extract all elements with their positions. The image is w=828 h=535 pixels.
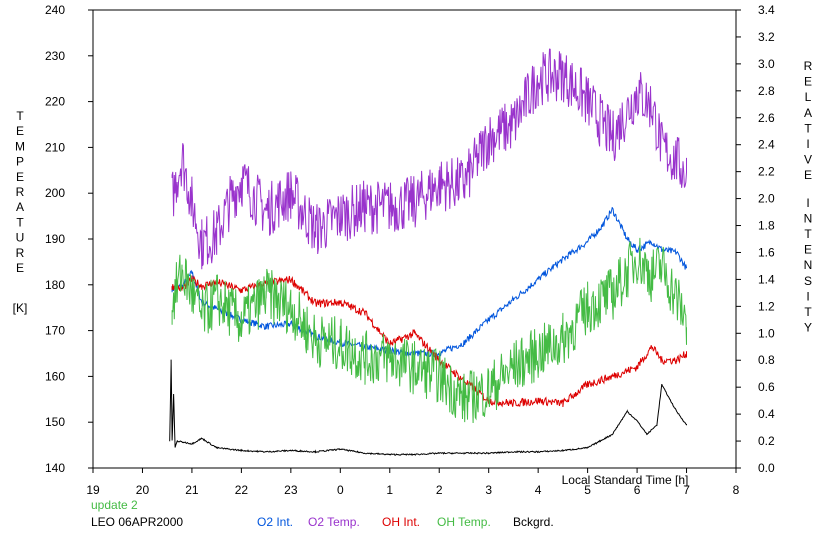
y-right-label-letter: A — [804, 106, 812, 120]
x-tick-label: 5 — [584, 483, 591, 497]
y-axis-left-unit: [K] — [13, 301, 28, 315]
y-right-tick-label: 1.6 — [758, 245, 775, 259]
y-left-label-letter: E — [16, 261, 24, 275]
y-left-tick-label: 160 — [45, 369, 65, 383]
y-right-tick-label: 1.8 — [758, 219, 775, 233]
x-tick-label: 2 — [436, 483, 443, 497]
y-right-tick-label: 0.6 — [758, 380, 775, 394]
legend-item: Bckgrd. — [513, 515, 554, 529]
y-left-tick-label: 210 — [45, 140, 65, 154]
series-line-bckgrd — [169, 359, 687, 456]
y-right-label-letter: E — [804, 168, 812, 182]
x-tick-label: 21 — [185, 483, 199, 497]
y-right-label-letter: I — [806, 137, 809, 151]
y-left-tick-label: 170 — [45, 324, 65, 338]
y-left-tick-label: 140 — [45, 461, 65, 475]
y-right-tick-label: 2.4 — [758, 138, 775, 152]
y-right-label-letter: N — [804, 211, 813, 225]
y-right-tick-label: 2.2 — [758, 165, 775, 179]
y-left-label-letter: P — [16, 155, 24, 169]
y-left-label-letter: E — [16, 124, 24, 138]
y-left-label-letter: E — [16, 170, 24, 184]
x-tick-label: 3 — [485, 483, 492, 497]
y-right-label-letter: R — [804, 59, 813, 73]
x-tick-label: 1 — [386, 483, 393, 497]
y-right-label-letter: Y — [804, 321, 812, 335]
y-right-label-letter: I — [806, 289, 809, 303]
legend-item: OH Int. — [382, 515, 420, 529]
y-right-label-letter: T — [804, 121, 812, 135]
y-left-label-letter: M — [15, 139, 25, 153]
y-left-tick-label: 150 — [45, 415, 65, 429]
y-left-label-letter: A — [16, 200, 24, 214]
y-right-label-letter: E — [804, 75, 812, 89]
x-tick-label: 7 — [683, 483, 690, 497]
y-right-label-letter: L — [805, 90, 812, 104]
y-right-label-letter: V — [804, 153, 812, 167]
update-label: update 2 — [91, 498, 138, 512]
series-line-o2-int — [171, 206, 687, 359]
y-left-tick-label: 190 — [45, 232, 65, 246]
y-right-tick-label: 3.2 — [758, 30, 775, 44]
y-right-tick-label: 0.8 — [758, 353, 775, 367]
y-right-label-letter: I — [806, 196, 809, 210]
y-right-label-letter: T — [804, 305, 812, 319]
y-right-label-letter: N — [804, 258, 813, 272]
y-left-tick-label: 240 — [45, 3, 65, 17]
y-left-tick-label: 200 — [45, 186, 65, 200]
y-left-label-letter: R — [16, 185, 25, 199]
legend: O2 Int. O2 Temp. OH Int. OH Temp. Bckgrd. — [257, 515, 554, 529]
y-left-label-letter: T — [16, 109, 24, 123]
x-tick-label: 23 — [284, 483, 298, 497]
x-tick-label: 8 — [733, 483, 740, 497]
y-left-label-letter: U — [16, 231, 25, 245]
tick-group: 19 20 21 22 23 0 1 2 3 4 5 6 7 8140150160170180190200… — [45, 3, 775, 497]
y-right-tick-label: 3.4 — [758, 3, 775, 17]
legend-item: O2 Int. — [257, 515, 293, 529]
y-right-tick-label: 1.4 — [758, 272, 775, 286]
y-left-label-letter: T — [16, 215, 24, 229]
y-right-label-letter: S — [804, 274, 812, 288]
y-left-tick-label: 180 — [45, 278, 65, 292]
series-group — [169, 48, 687, 456]
series-line-oh-temp — [171, 237, 687, 424]
y-right-tick-label: 3.0 — [758, 57, 775, 71]
legend-item: OH Temp. — [437, 515, 491, 529]
y-left-label-letter: R — [16, 246, 25, 260]
y-right-tick-label: 0.4 — [758, 407, 775, 421]
station-date-label: LEO 06APR2000 — [91, 515, 183, 529]
y-left-tick-label: 230 — [45, 49, 65, 63]
y-right-tick-label: 2.8 — [758, 84, 775, 98]
x-tick-label: 6 — [634, 483, 641, 497]
y-right-tick-label: 0.0 — [758, 461, 775, 475]
y-right-tick-label: 1.2 — [758, 299, 775, 313]
y-right-tick-label: 1.0 — [758, 326, 775, 340]
x-tick-label: 4 — [535, 483, 542, 497]
x-axis-label: Local Standard Time [h] — [562, 473, 689, 487]
series-line-o2-temp — [171, 48, 687, 270]
x-tick-label: 22 — [235, 483, 249, 497]
y-right-label-letter: T — [804, 227, 812, 241]
legend-item: O2 Temp. — [308, 515, 360, 529]
y-right-tick-label: 2.6 — [758, 111, 775, 125]
x-tick-label: 19 — [86, 483, 100, 497]
y-right-tick-label: 2.0 — [758, 192, 775, 206]
x-tick-label: 20 — [136, 483, 150, 497]
y-right-tick-label: 0.2 — [758, 434, 775, 448]
x-tick-label: 0 — [337, 483, 344, 497]
y-right-label-letter: E — [804, 243, 812, 257]
y-left-tick-label: 220 — [45, 95, 65, 109]
